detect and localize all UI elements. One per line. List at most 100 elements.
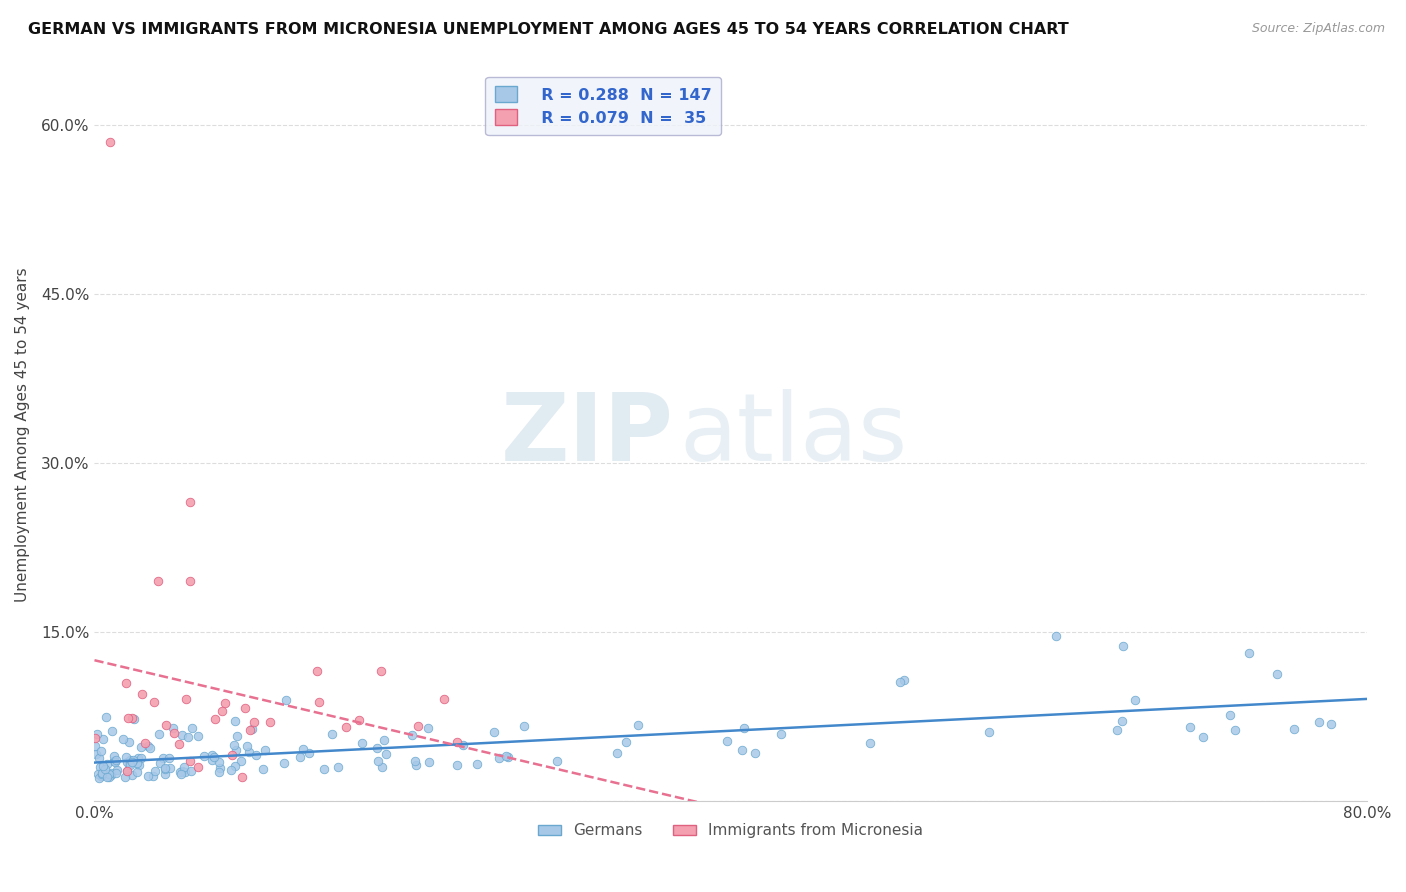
Point: [115, 764, 138, 779]
Point: [162, 721, 184, 735]
Point: [100, 768, 122, 782]
Point: [93, 766, 115, 780]
Point: [128, 758, 150, 772]
Point: [252, 763, 274, 777]
Point: [224, 758, 246, 772]
Point: [155, 767, 177, 781]
Point: [298, 747, 321, 761]
Point: [730, 742, 752, 756]
Point: [90, 769, 112, 783]
Point: [496, 750, 519, 764]
Point: [1045, 629, 1067, 643]
Point: [176, 731, 198, 745]
Point: [374, 747, 396, 762]
Point: [1192, 730, 1215, 744]
Point: [138, 739, 160, 753]
Point: [1123, 693, 1146, 707]
Point: [101, 724, 124, 739]
Point: [446, 735, 468, 749]
Point: [121, 711, 143, 725]
Point: [202, 749, 225, 764]
Point: [373, 733, 395, 747]
Point: [312, 762, 335, 776]
Point: [291, 742, 314, 756]
Point: [240, 722, 263, 736]
Point: [1111, 639, 1133, 653]
Point: [1282, 722, 1305, 736]
Point: [201, 748, 224, 763]
Point: [149, 756, 172, 771]
Y-axis label: Unemployment Among Ages 45 to 54 years: Unemployment Among Ages 45 to 54 years: [15, 268, 30, 602]
Point: [118, 757, 141, 772]
Point: [146, 574, 169, 589]
Point: [94, 762, 117, 776]
Point: [112, 731, 135, 746]
Point: [451, 738, 474, 752]
Point: [513, 719, 536, 733]
Point: [114, 770, 136, 784]
Point: [1308, 714, 1330, 729]
Point: [181, 722, 204, 736]
Point: [131, 751, 153, 765]
Point: [859, 736, 882, 750]
Point: [187, 729, 209, 743]
Point: [404, 754, 426, 768]
Point: [546, 755, 568, 769]
Point: [627, 718, 650, 732]
Point: [179, 495, 201, 509]
Point: [103, 748, 125, 763]
Point: [208, 765, 231, 780]
Point: [105, 763, 128, 777]
Point: [225, 743, 247, 757]
Point: [433, 692, 456, 706]
Point: [124, 713, 146, 727]
Point: [273, 756, 295, 771]
Point: [115, 750, 138, 764]
Point: [180, 764, 202, 779]
Point: [84, 739, 107, 754]
Point: [221, 748, 243, 763]
Point: [90, 765, 112, 780]
Point: [233, 700, 256, 714]
Point: [172, 764, 194, 778]
Point: [153, 762, 176, 776]
Point: [170, 728, 193, 742]
Point: [167, 737, 190, 751]
Point: [131, 740, 153, 755]
Point: [366, 740, 388, 755]
Point: [1111, 714, 1133, 729]
Point: [117, 764, 139, 778]
Point: [606, 747, 628, 761]
Point: [104, 753, 127, 767]
Point: [86, 747, 108, 761]
Point: [224, 714, 246, 729]
Point: [716, 734, 738, 748]
Point: [127, 750, 149, 764]
Point: [115, 675, 138, 690]
Point: [1223, 723, 1246, 738]
Point: [120, 753, 142, 767]
Point: [893, 673, 915, 687]
Point: [401, 728, 423, 742]
Point: [125, 765, 148, 780]
Point: [308, 696, 330, 710]
Point: [208, 756, 231, 770]
Point: [96, 771, 118, 785]
Point: [253, 743, 276, 757]
Point: [169, 765, 191, 780]
Text: GERMAN VS IMMIGRANTS FROM MICRONESIA UNEMPLOYMENT AMONG AGES 45 TO 54 YEARS CORR: GERMAN VS IMMIGRANTS FROM MICRONESIA UNE…: [28, 22, 1069, 37]
Point: [465, 757, 488, 772]
Point: [103, 754, 125, 768]
Text: atlas: atlas: [679, 389, 908, 481]
Point: [179, 754, 201, 768]
Point: [157, 751, 180, 765]
Point: [142, 769, 165, 783]
Point: [87, 771, 110, 785]
Point: [211, 704, 233, 718]
Point: [224, 739, 246, 753]
Point: [90, 766, 112, 780]
Point: [209, 761, 232, 775]
Point: [84, 731, 107, 745]
Point: [200, 753, 222, 767]
Point: [118, 758, 141, 772]
